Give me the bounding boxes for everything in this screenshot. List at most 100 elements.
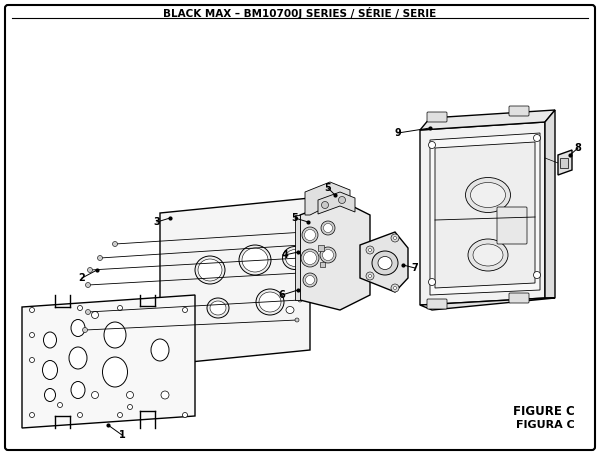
Text: 3: 3 (154, 217, 160, 227)
Circle shape (428, 142, 436, 148)
Circle shape (83, 328, 88, 333)
Ellipse shape (466, 177, 511, 212)
Circle shape (77, 413, 83, 418)
Circle shape (298, 298, 302, 302)
Text: BLACK MAX – BM10700J SERIES / SÉRIE / SERIE: BLACK MAX – BM10700J SERIES / SÉRIE / SE… (163, 7, 437, 19)
Ellipse shape (71, 319, 85, 337)
Ellipse shape (242, 248, 268, 272)
Circle shape (303, 273, 317, 287)
Ellipse shape (259, 292, 281, 312)
Text: 7: 7 (412, 263, 418, 273)
Circle shape (366, 272, 374, 280)
FancyBboxPatch shape (509, 106, 529, 116)
Polygon shape (318, 192, 355, 214)
Polygon shape (360, 232, 408, 292)
Ellipse shape (256, 289, 284, 315)
Polygon shape (558, 150, 572, 175)
Polygon shape (420, 298, 555, 310)
Circle shape (394, 287, 397, 289)
Text: 8: 8 (575, 143, 581, 153)
Text: 9: 9 (395, 128, 401, 138)
Ellipse shape (195, 256, 225, 284)
Circle shape (118, 305, 122, 310)
Circle shape (113, 242, 118, 247)
Ellipse shape (286, 249, 305, 267)
Circle shape (58, 403, 62, 408)
Text: FIGURE C: FIGURE C (513, 405, 575, 418)
Circle shape (305, 275, 314, 284)
Ellipse shape (104, 322, 126, 348)
Ellipse shape (44, 389, 56, 401)
Circle shape (338, 197, 346, 203)
Text: 5: 5 (292, 213, 298, 223)
Text: FIGURA C: FIGURA C (516, 420, 575, 430)
Ellipse shape (71, 381, 85, 399)
Circle shape (303, 230, 307, 234)
Circle shape (298, 271, 302, 275)
Circle shape (127, 391, 133, 399)
Polygon shape (22, 295, 195, 428)
Text: 5: 5 (325, 183, 331, 193)
Circle shape (86, 283, 91, 288)
Ellipse shape (468, 239, 508, 271)
Polygon shape (420, 110, 555, 130)
Polygon shape (435, 142, 535, 288)
Ellipse shape (470, 182, 505, 207)
Circle shape (77, 305, 83, 310)
Circle shape (295, 318, 299, 322)
Ellipse shape (283, 247, 308, 269)
Circle shape (321, 221, 335, 235)
Ellipse shape (69, 347, 87, 369)
Polygon shape (300, 200, 370, 310)
Ellipse shape (207, 298, 229, 318)
Polygon shape (295, 215, 300, 300)
Circle shape (182, 308, 187, 313)
Circle shape (533, 272, 541, 278)
Circle shape (394, 237, 397, 239)
Circle shape (29, 333, 35, 338)
Text: 4: 4 (281, 250, 289, 260)
Ellipse shape (151, 339, 169, 361)
Circle shape (128, 404, 133, 410)
Circle shape (300, 243, 304, 247)
Circle shape (368, 248, 371, 252)
Circle shape (298, 256, 302, 260)
FancyBboxPatch shape (427, 299, 447, 309)
Circle shape (91, 312, 98, 318)
Circle shape (391, 234, 399, 242)
Bar (560, 158, 568, 168)
Circle shape (86, 309, 91, 314)
Circle shape (322, 202, 329, 208)
Circle shape (305, 229, 316, 241)
Circle shape (533, 135, 541, 142)
Circle shape (161, 391, 169, 399)
Ellipse shape (43, 360, 58, 379)
Ellipse shape (239, 245, 271, 275)
Ellipse shape (44, 332, 56, 348)
Circle shape (118, 413, 122, 418)
FancyBboxPatch shape (509, 293, 529, 303)
Ellipse shape (286, 307, 294, 313)
Circle shape (391, 284, 399, 292)
Ellipse shape (103, 357, 128, 387)
Circle shape (182, 413, 187, 418)
Ellipse shape (372, 251, 398, 275)
Polygon shape (305, 182, 350, 215)
Ellipse shape (473, 244, 503, 266)
Polygon shape (430, 133, 540, 295)
Circle shape (97, 256, 103, 261)
Circle shape (428, 278, 436, 285)
Bar (320, 262, 325, 267)
Circle shape (29, 413, 35, 418)
Circle shape (29, 308, 35, 313)
Text: 2: 2 (79, 273, 85, 283)
Circle shape (323, 249, 334, 261)
FancyBboxPatch shape (497, 207, 527, 244)
Polygon shape (545, 110, 555, 298)
Circle shape (366, 246, 374, 254)
Text: 1: 1 (119, 430, 125, 440)
Ellipse shape (210, 301, 226, 315)
Circle shape (320, 247, 336, 263)
Polygon shape (420, 122, 545, 305)
Circle shape (29, 358, 35, 363)
